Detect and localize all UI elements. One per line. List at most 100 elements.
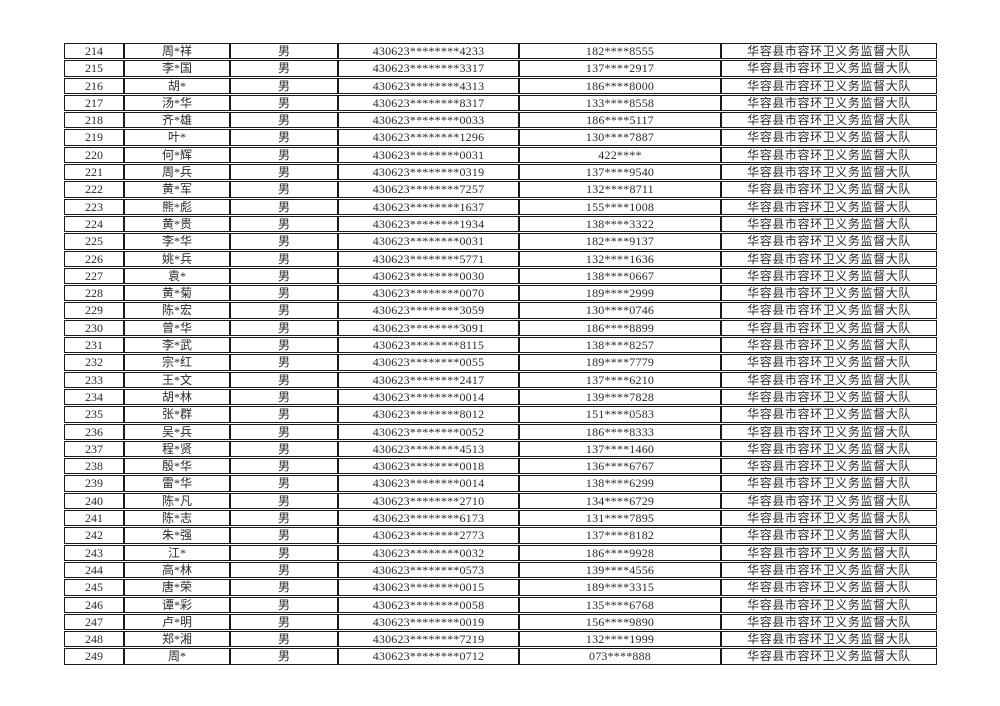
organization-cell: 华容县市容环卫义务监督大队 [721, 43, 937, 60]
id-number-cell: 430623********7257 [338, 181, 519, 198]
id-number-cell: 430623********4313 [338, 77, 519, 94]
table-row: 214 周*祥男 430623********4233 182****8555 华容县市… [64, 43, 937, 60]
phone-cell: 136****6767 [519, 458, 721, 475]
row-number-cell: 228 [64, 285, 124, 302]
id-number-cell: 430623********4513 [338, 440, 519, 458]
organization-cell: 华容县市容环卫义务监督大队 [721, 371, 937, 388]
phone-cell: 186****8000 [519, 77, 721, 94]
phone-cell: 132****8711 [519, 181, 721, 198]
row-number-cell: 243 [64, 544, 124, 561]
phone-cell: 189****3315 [519, 579, 721, 596]
phone-cell: 137****1460 [519, 440, 721, 458]
id-number-cell: 430623********1637 [338, 198, 519, 215]
organization-cell: 华容县市容环卫义务监督大队 [721, 285, 937, 302]
gender-cell: 男 [230, 423, 338, 440]
gender-cell: 男 [230, 60, 338, 77]
id-number-cell: 430623********1934 [338, 215, 519, 233]
gender-cell: 男 [230, 77, 338, 94]
phone-cell: 186****8333 [519, 423, 721, 440]
table-row: 231 李*武男 430623********8115 138****8257 华容县市… [64, 337, 937, 354]
row-number-cell: 246 [64, 596, 124, 613]
id-number-cell: 430623********3059 [338, 302, 519, 319]
id-number-cell: 430623********2773 [338, 527, 519, 544]
id-number-cell: 430623********0014 [338, 388, 519, 406]
gender-cell: 男 [230, 440, 338, 458]
table-row: 242 朱*强男 430623********2773 137****8182 华容县市… [64, 527, 937, 544]
row-number-cell: 226 [64, 250, 124, 267]
table-row: 230 曾*华男 430623********3091 186****8899 华容县市… [64, 319, 937, 337]
name-cell: 黄*军 [124, 181, 230, 198]
id-number-cell: 430623********8317 [338, 94, 519, 112]
table-row: 240 陈*凡男 430623********2710 134****6729 华容县市… [64, 492, 937, 510]
gender-cell: 男 [230, 406, 338, 423]
gender-cell: 男 [230, 510, 338, 527]
phone-cell: 137****2917 [519, 60, 721, 77]
gender-cell: 男 [230, 579, 338, 596]
name-cell: 吴*兵 [124, 423, 230, 440]
table-row: 237 程*贤男 430623********4513 137****1460 华容县市… [64, 440, 937, 458]
table-row: 224 黄*贵男 430623********1934 138****3322 华容县市… [64, 215, 937, 233]
row-number-cell: 244 [64, 561, 124, 579]
row-number-cell: 240 [64, 492, 124, 510]
records-table-body: 214 周*祥男 430623********4233 182****8555 华容县市… [64, 43, 937, 665]
row-number-cell: 223 [64, 198, 124, 215]
gender-cell: 男 [230, 388, 338, 406]
name-cell: 黄*菊 [124, 285, 230, 302]
id-number-cell: 430623********4233 [338, 43, 519, 60]
row-number-cell: 233 [64, 371, 124, 388]
organization-cell: 华容县市容环卫义务监督大队 [721, 354, 937, 371]
organization-cell: 华容县市容环卫义务监督大队 [721, 198, 937, 215]
phone-cell: 137****9540 [519, 164, 721, 181]
id-number-cell: 430623********0055 [338, 354, 519, 371]
name-cell: 姚*兵 [124, 250, 230, 267]
row-number-cell: 249 [64, 648, 124, 665]
id-number-cell: 430623********0058 [338, 596, 519, 613]
id-number-cell: 430623********0030 [338, 267, 519, 285]
phone-cell: 138****3322 [519, 215, 721, 233]
id-number-cell: 430623********2417 [338, 371, 519, 388]
id-number-cell: 430623********5771 [338, 250, 519, 267]
row-number-cell: 235 [64, 406, 124, 423]
row-number-cell: 241 [64, 510, 124, 527]
phone-cell: 156****9890 [519, 613, 721, 631]
gender-cell: 男 [230, 544, 338, 561]
table-row: 223 熊*彪男 430623********1637 155****1008 华容县市… [64, 198, 937, 215]
table-row: 228 黄*菊男 430623********0070 189****2999 华容县市… [64, 285, 937, 302]
organization-cell: 华容县市容环卫义务监督大队 [721, 233, 937, 250]
gender-cell: 男 [230, 285, 338, 302]
name-cell: 周* [124, 648, 230, 665]
gender-cell: 男 [230, 181, 338, 198]
organization-cell: 华容县市容环卫义务监督大队 [721, 129, 937, 146]
table-row: 244 高*林男 430623********0573 139****4556 华容县市… [64, 561, 937, 579]
phone-cell: 189****7779 [519, 354, 721, 371]
row-number-cell: 238 [64, 458, 124, 475]
organization-cell: 华容县市容环卫义务监督大队 [721, 164, 937, 181]
id-number-cell: 430623********0033 [338, 112, 519, 129]
row-number-cell: 218 [64, 112, 124, 129]
table-row: 238 殷*华男 430623********0018 136****6767 华容县市… [64, 458, 937, 475]
organization-cell: 华容县市容环卫义务监督大队 [721, 648, 937, 665]
name-cell: 宗*红 [124, 354, 230, 371]
organization-cell: 华容县市容环卫义务监督大队 [721, 475, 937, 492]
gender-cell: 男 [230, 215, 338, 233]
phone-cell: 139****4556 [519, 561, 721, 579]
phone-cell: 130****0746 [519, 302, 721, 319]
organization-cell: 华容县市容环卫义务监督大队 [721, 458, 937, 475]
row-number-cell: 219 [64, 129, 124, 146]
table-row: 232 宗*红男 430623********0055 189****7779 华容县市… [64, 354, 937, 371]
phone-cell: 130****7887 [519, 129, 721, 146]
phone-cell: 422**** [519, 146, 721, 164]
organization-cell: 华容县市容环卫义务监督大队 [721, 527, 937, 544]
gender-cell: 男 [230, 164, 338, 181]
row-number-cell: 221 [64, 164, 124, 181]
organization-cell: 华容县市容环卫义务监督大队 [721, 112, 937, 129]
row-number-cell: 215 [64, 60, 124, 77]
table-row: 227 袁* 男 430623********0030 138****0667 华容县市容… [64, 267, 937, 285]
name-cell: 陈*宏 [124, 302, 230, 319]
gender-cell: 男 [230, 648, 338, 665]
table-row: 222 黄*军男 430623********7257 132****8711 华容县市… [64, 181, 937, 198]
name-cell: 王*文 [124, 371, 230, 388]
gender-cell: 男 [230, 43, 338, 60]
table-row: 248 郑*湘男 430623********7219 132****1999 华容县市… [64, 631, 937, 648]
gender-cell: 男 [230, 475, 338, 492]
